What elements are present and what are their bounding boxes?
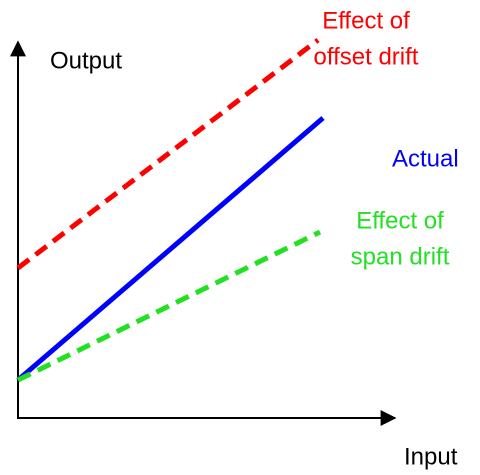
- actual-line: [16, 116, 325, 382]
- span-label: span drift: [351, 243, 450, 270]
- span-label: Effect of: [356, 207, 444, 234]
- y-axis-label: Output: [50, 47, 122, 74]
- span-drift-line: [16, 229, 322, 383]
- actual-label: Actual: [392, 145, 459, 172]
- offset-label: Effect of: [322, 7, 410, 34]
- offset-drift-line: [16, 38, 320, 270]
- offset-label: offset drift: [314, 43, 419, 70]
- x-axis-label: Input: [404, 443, 458, 470]
